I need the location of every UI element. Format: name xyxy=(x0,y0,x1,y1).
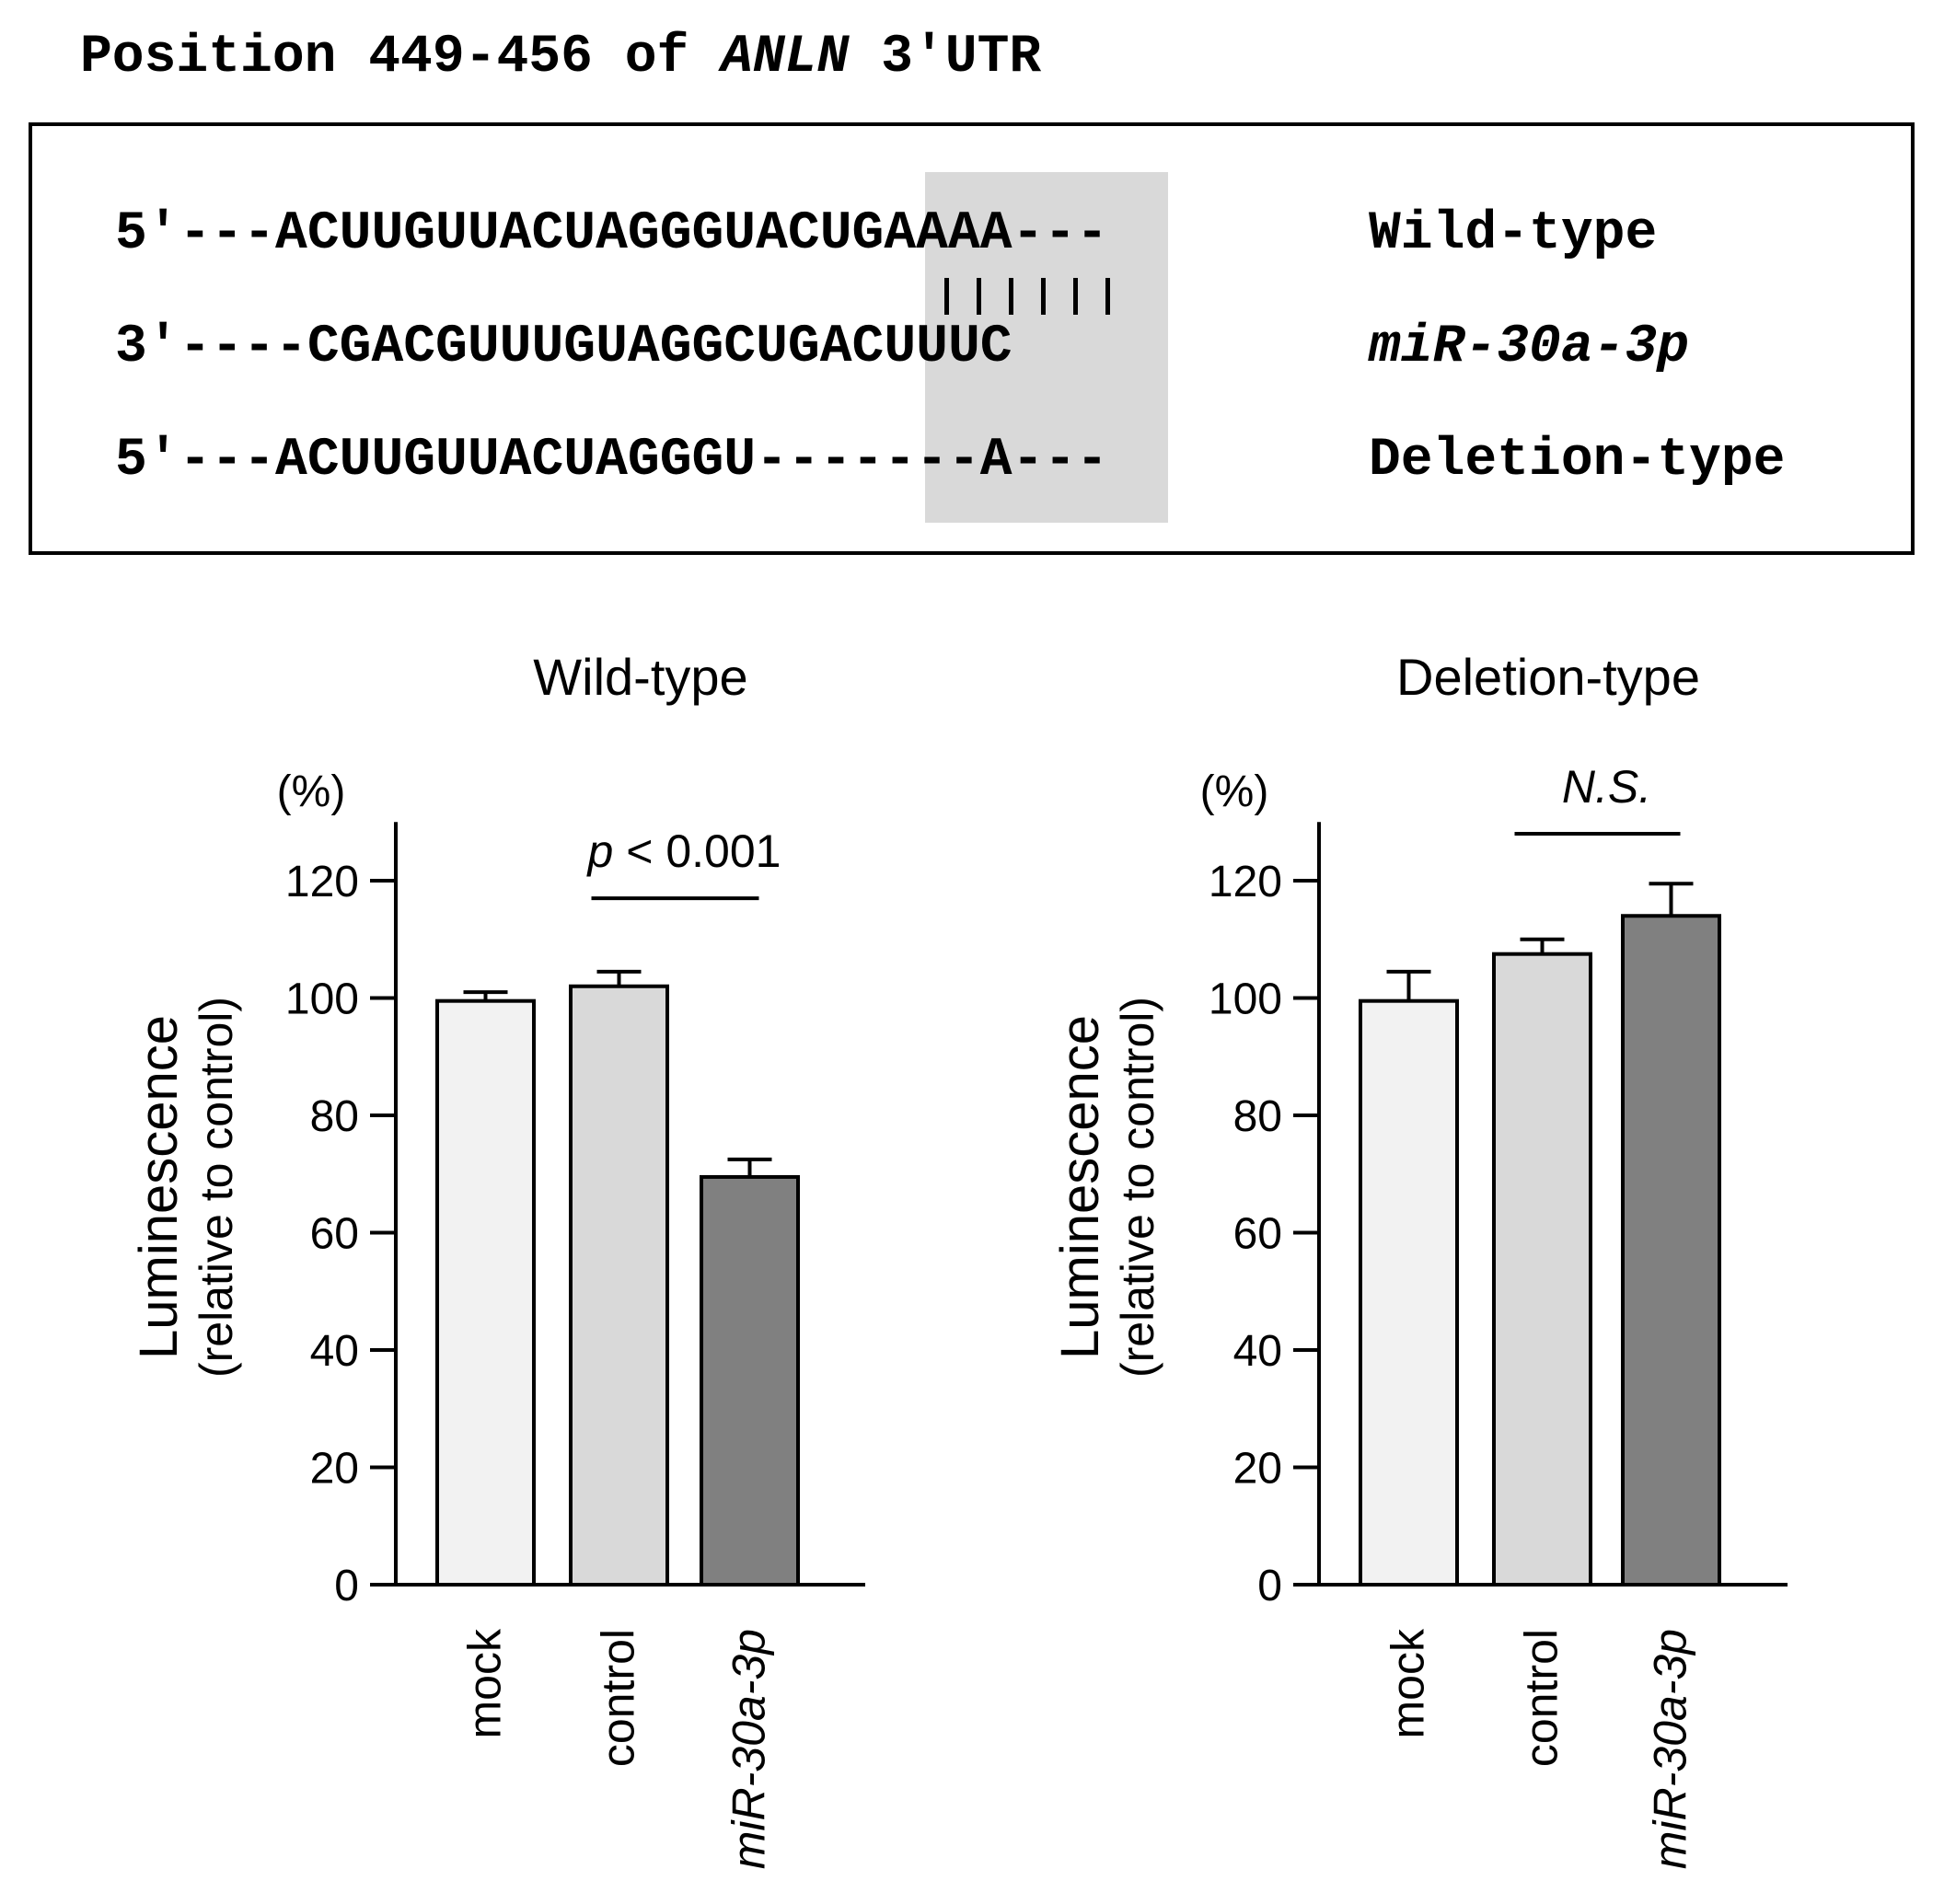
chart-title: Wild-type xyxy=(533,648,747,706)
y-tick-label: 80 xyxy=(1233,1092,1282,1141)
category-label: control xyxy=(593,1629,644,1767)
bar xyxy=(700,1174,800,1587)
base-pair-line xyxy=(1105,278,1110,315)
significance-text: N.S. xyxy=(1562,761,1651,813)
figure-header: Position 449-456 of ANLN 3′UTR xyxy=(80,28,1041,87)
y-axis-sublabel: (relative to control) xyxy=(1112,997,1163,1378)
header-prefix: Position 449-456 of xyxy=(80,28,722,87)
base-pair-line xyxy=(944,278,949,315)
chart-title: Deletion-type xyxy=(1396,648,1700,706)
y-tick-label: 100 xyxy=(1209,975,1282,1024)
mirna-sequence: 3′----CGACGUUUGUAGGCUGACUUUC xyxy=(115,317,1012,377)
base-pair-line xyxy=(1073,278,1078,315)
gene-name: ANLN xyxy=(721,28,850,87)
category-label: miR-30a-3p xyxy=(1645,1629,1696,1869)
y-tick-label: 60 xyxy=(310,1210,359,1259)
category-label: mock xyxy=(1383,1628,1434,1738)
y-unit-label: (%) xyxy=(277,767,346,816)
base-pair-line xyxy=(1041,278,1046,315)
category-label: miR-30a-3p xyxy=(723,1629,775,1869)
header-suffix: 3′UTR xyxy=(849,28,1042,87)
wild-type-label: Wild-type xyxy=(1369,204,1658,264)
y-tick-label: 20 xyxy=(1233,1445,1282,1494)
y-tick-label: 100 xyxy=(285,975,359,1024)
y-unit-label: (%) xyxy=(1200,767,1269,816)
category-label: mock xyxy=(459,1628,511,1738)
significance-label: N.S. xyxy=(1562,761,1651,813)
significance-label: p < 0.001 xyxy=(586,825,781,877)
luminescence-charts: Wild-type(%)Luminescence (relative to con… xyxy=(129,648,1788,1869)
bar xyxy=(1621,914,1721,1587)
deletion-type-label: Deletion-type xyxy=(1369,431,1786,490)
y-axis-sublabel: (relative to control) xyxy=(191,997,242,1378)
base-pair-line xyxy=(1009,278,1013,315)
y-tick-label: 0 xyxy=(1257,1562,1282,1610)
y-tick-label: 40 xyxy=(310,1327,359,1376)
y-tick-label: 20 xyxy=(310,1445,359,1494)
bar xyxy=(569,984,669,1587)
wild-type-sequence: 5′---ACUUGUUACUAGGGUACUGAAAA--- xyxy=(115,204,1108,264)
y-tick-label: 80 xyxy=(310,1092,359,1141)
bar xyxy=(1492,952,1592,1587)
y-axis-label: Luminescence xyxy=(1050,1015,1110,1359)
category-label: control xyxy=(1516,1629,1568,1767)
mirna-label: miR-30a-3p xyxy=(1369,317,1690,377)
p-symbol: p xyxy=(586,825,614,877)
bar xyxy=(1359,998,1459,1587)
sequence-box xyxy=(29,122,1915,555)
y-tick-label: 120 xyxy=(285,858,359,906)
base-pair-line xyxy=(977,278,981,315)
y-tick-label: 120 xyxy=(1209,858,1282,906)
y-tick-label: 0 xyxy=(334,1562,359,1610)
seed-region-highlight xyxy=(925,172,1168,523)
y-axis-label: Luminescence xyxy=(129,1015,189,1359)
bar xyxy=(435,998,536,1587)
y-tick-label: 60 xyxy=(1233,1210,1282,1259)
y-tick-label: 40 xyxy=(1233,1327,1282,1376)
significance-text: < 0.001 xyxy=(613,825,781,877)
deletion-type-sequence: 5′---ACUUGUUACUAGGGU-------A--- xyxy=(115,431,1108,490)
